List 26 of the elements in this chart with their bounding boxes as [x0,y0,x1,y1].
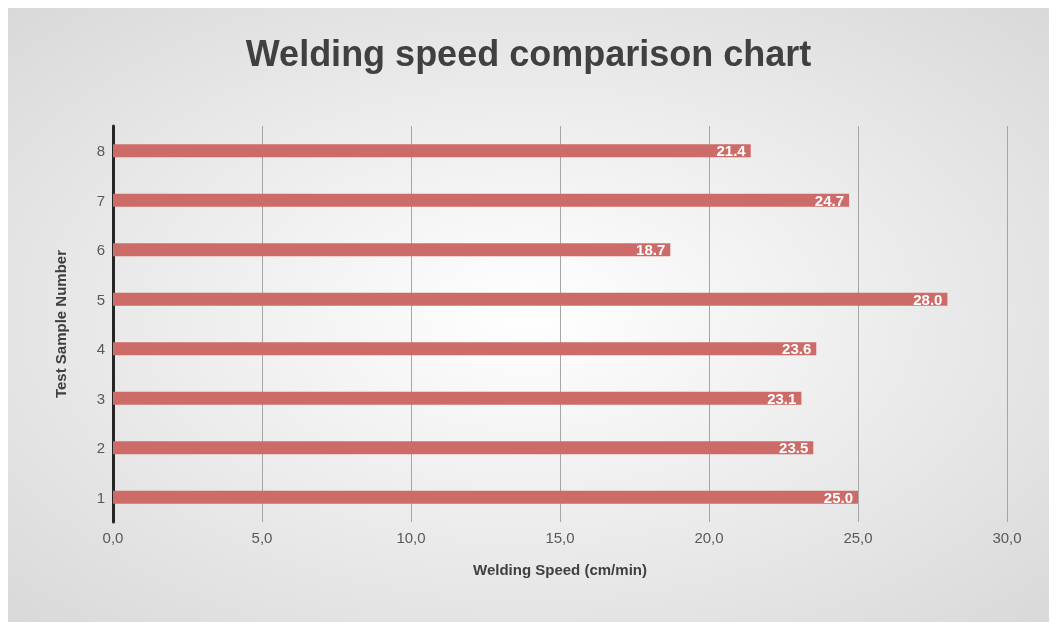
y-tick-label: 6 [96,241,105,259]
y-tick-label: 5 [96,290,105,308]
y-tick-label: 1 [96,488,105,506]
x-tick-label: 25,0 [843,529,873,546]
data-label: 18.7 [636,241,666,259]
x-tick-label: 15,0 [545,529,575,546]
y-tick-label: 2 [96,439,105,457]
data-label: 28.0 [913,290,943,308]
y-tick-label: 4 [96,340,105,358]
data-label: 25.0 [823,488,853,506]
data-label: 23.5 [779,439,809,457]
y-axis-title: Test Sample Number [52,249,69,399]
y-tick-label: 8 [96,142,105,160]
y-tick-label: 7 [96,191,105,209]
data-label: 21.4 [716,142,747,160]
x-tick-label: 20,0 [694,529,724,546]
x-tick-label: 0,0 [102,529,124,546]
data-label: 24.7 [814,191,845,209]
y-tick-label: 3 [96,389,105,407]
data-label: 23.6 [782,340,812,358]
x-tick-label: 5,0 [251,529,273,546]
x-axis-title: Welding Speed (cm/min) [473,561,647,578]
x-tick-label: 30,0 [992,529,1022,546]
chart-title: Welding speed comparison chart [245,32,812,74]
x-tick-label: 10,0 [396,529,426,546]
data-label: 23.1 [767,389,797,407]
